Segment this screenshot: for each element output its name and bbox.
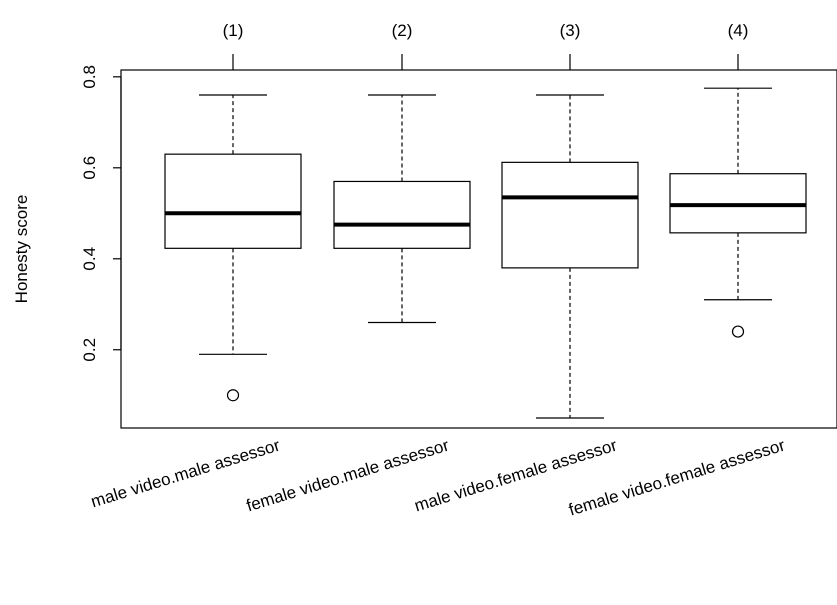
box-iqr [501, 161, 639, 269]
box-group [164, 87, 807, 419]
y-axis: 0.2 0.4 0.6 0.8 [80, 65, 122, 362]
top-label: (3) [560, 21, 581, 40]
box-iqr [333, 180, 471, 249]
y-tick-label: 0.2 [80, 338, 99, 362]
y-axis-label: Honesty score [12, 195, 31, 304]
top-label: (4) [728, 21, 749, 40]
top-label: (1) [223, 21, 244, 40]
box-1 [164, 94, 302, 402]
box-iqr [164, 153, 302, 249]
y-tick-label: 0.6 [80, 156, 99, 180]
outlier-point [226, 389, 240, 402]
top-label: (2) [392, 21, 413, 40]
y-tick-label: 0.4 [80, 247, 99, 271]
box-2 [333, 94, 471, 324]
outlier-point [731, 325, 745, 338]
box-4 [669, 87, 807, 338]
y-tick-label: 0.8 [80, 65, 99, 89]
top-labels: (1) (2) (3) (4) [223, 21, 749, 70]
plot-frame [120, 69, 837, 429]
box-3 [501, 94, 639, 419]
